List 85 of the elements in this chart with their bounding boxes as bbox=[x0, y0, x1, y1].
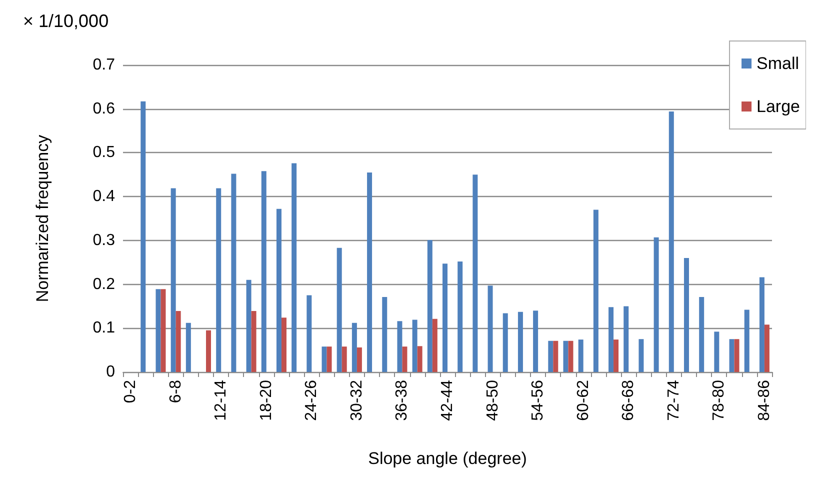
x-tick-label: 30-32 bbox=[348, 380, 366, 421]
x-tick-label: 24-26 bbox=[303, 380, 320, 421]
bar bbox=[699, 297, 704, 372]
bar bbox=[276, 208, 282, 372]
bar bbox=[759, 277, 764, 372]
x-tick-label: 12-14 bbox=[212, 380, 230, 421]
x-tick-label: 54-56 bbox=[530, 380, 547, 421]
text: × 1/10,000 bbox=[23, 11, 109, 31]
y-tick-label: 0.5 bbox=[92, 144, 116, 162]
bar bbox=[292, 163, 297, 372]
bar bbox=[206, 330, 212, 372]
bar bbox=[352, 322, 357, 372]
x-tick-label: 42-44 bbox=[439, 380, 456, 421]
bar bbox=[654, 237, 659, 372]
x-tick-label: 0-2 bbox=[122, 380, 140, 404]
bar bbox=[638, 339, 644, 372]
x-tick-label: 36-38 bbox=[394, 380, 411, 421]
bar bbox=[548, 340, 554, 372]
bar bbox=[668, 111, 674, 372]
bar bbox=[306, 295, 312, 372]
y-tick-label: 0.1 bbox=[92, 320, 116, 337]
bar bbox=[186, 322, 191, 372]
bar bbox=[402, 346, 408, 372]
y-tick-label: 0.2 bbox=[92, 276, 116, 293]
bar bbox=[764, 324, 770, 372]
bar bbox=[261, 171, 266, 372]
bar bbox=[563, 340, 568, 372]
bar bbox=[427, 240, 432, 372]
bar bbox=[533, 310, 538, 372]
bar bbox=[744, 310, 750, 372]
x-tick-label: 84-86 bbox=[756, 380, 773, 421]
legend-label: Small bbox=[756, 54, 800, 73]
bar bbox=[684, 258, 689, 372]
x-tick-label: 48-50 bbox=[484, 380, 502, 421]
x-tick-label: 6-8 bbox=[167, 380, 184, 404]
bar bbox=[442, 264, 448, 372]
y-tick-label: 0.7 bbox=[92, 56, 116, 74]
bar bbox=[578, 340, 584, 372]
y-tick-label: 0.3 bbox=[92, 232, 116, 249]
bar bbox=[156, 289, 161, 372]
y-axis-title: Normarized frequency bbox=[33, 134, 52, 302]
bar bbox=[729, 339, 734, 372]
bar bbox=[397, 321, 402, 372]
x-tick-label: 72-74 bbox=[665, 380, 682, 421]
bar bbox=[624, 306, 629, 372]
bar bbox=[356, 347, 362, 372]
bar bbox=[176, 311, 181, 372]
bar bbox=[216, 188, 222, 372]
bar bbox=[458, 261, 463, 372]
bar bbox=[432, 318, 438, 372]
bar bbox=[342, 346, 347, 372]
bar bbox=[608, 307, 614, 372]
bar bbox=[518, 312, 523, 372]
bar bbox=[714, 332, 720, 372]
bar bbox=[614, 340, 619, 372]
bar bbox=[322, 346, 327, 372]
bar bbox=[488, 286, 493, 372]
x-tick-label: 78-80 bbox=[710, 380, 728, 421]
bar bbox=[502, 313, 508, 372]
bar bbox=[472, 174, 478, 372]
bar bbox=[336, 248, 342, 372]
y-tick-label: 0.4 bbox=[92, 188, 116, 206]
bar bbox=[246, 280, 252, 372]
x-tick-label: 18-20 bbox=[258, 380, 275, 421]
bar bbox=[281, 318, 286, 372]
bar bbox=[160, 289, 166, 372]
legend-label: Large bbox=[756, 97, 800, 116]
bar bbox=[382, 297, 388, 372]
bar bbox=[251, 311, 256, 372]
y-tick-label: 0.6 bbox=[92, 100, 116, 118]
bar bbox=[568, 340, 574, 372]
y-tick-label: 0 bbox=[106, 364, 116, 380]
x-tick-label: 66-68 bbox=[620, 380, 638, 421]
x-tick-label: 60-62 bbox=[574, 380, 592, 421]
bar bbox=[231, 174, 236, 372]
bar bbox=[553, 340, 558, 372]
bar bbox=[412, 320, 418, 372]
bar bbox=[170, 188, 176, 372]
x-axis-title: Slope angle (degree) bbox=[368, 449, 527, 468]
bar bbox=[367, 172, 372, 372]
bar bbox=[734, 339, 740, 372]
bar bbox=[326, 346, 332, 372]
bar bbox=[417, 346, 422, 372]
bar bbox=[140, 101, 146, 372]
bar bbox=[593, 210, 598, 372]
